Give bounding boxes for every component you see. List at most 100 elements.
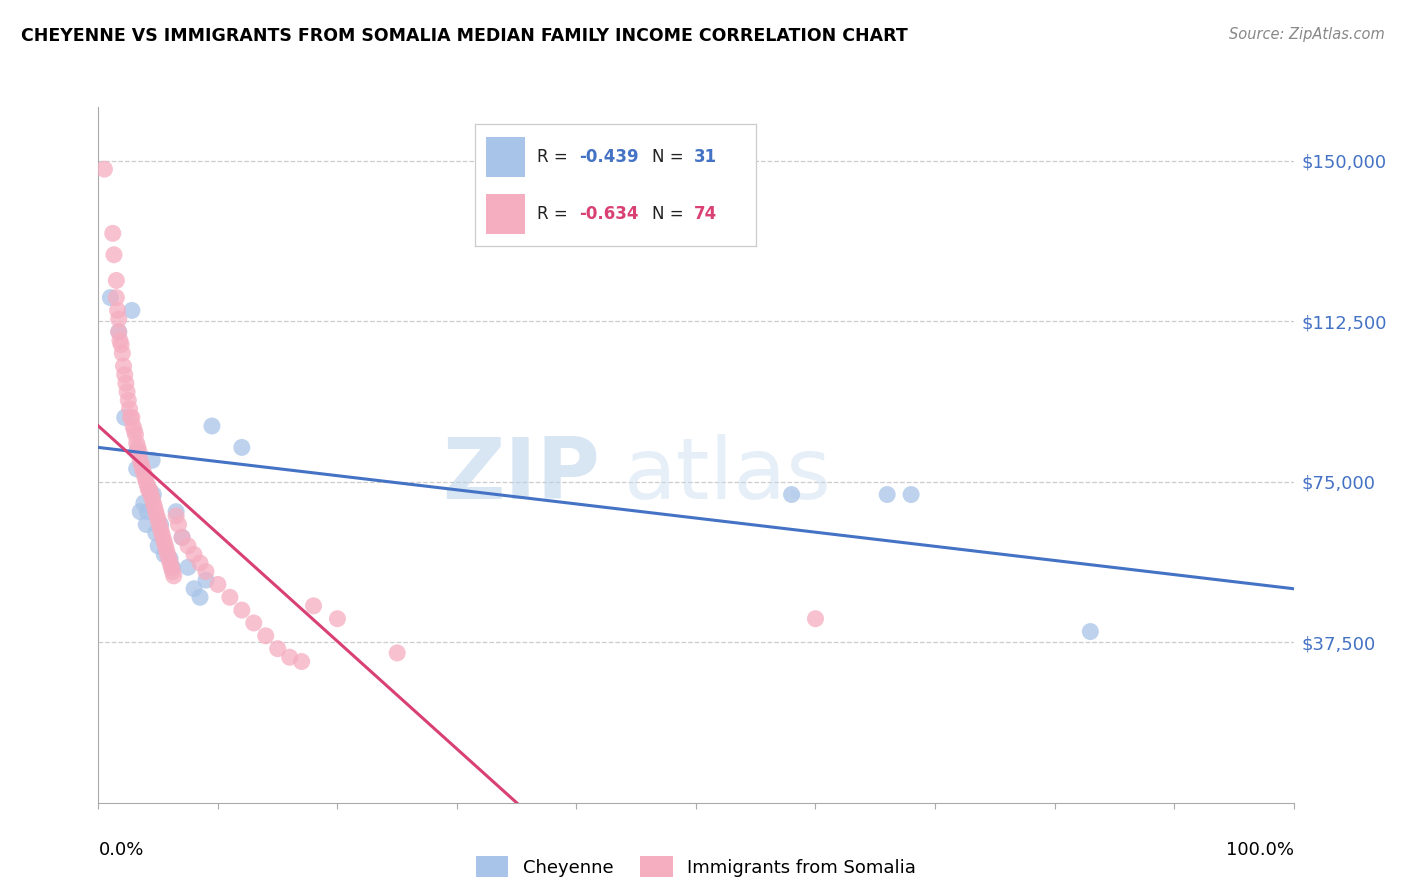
Point (156, 548, 179, 562)
Text: 100.0%: 100.0% (1226, 841, 1294, 859)
Point (177, 560, 200, 574)
Point (121, 303, 143, 318)
Point (145, 526, 167, 541)
Point (163, 569, 186, 583)
Point (155, 543, 177, 558)
Point (131, 462, 153, 476)
Point (162, 560, 184, 574)
Point (219, 591, 242, 605)
Point (207, 577, 229, 591)
Point (115, 384, 138, 399)
Point (267, 641, 290, 656)
Point (112, 359, 135, 373)
Point (188, 556, 211, 570)
Point (139, 483, 162, 498)
Point (150, 526, 173, 541)
Point (132, 466, 155, 480)
Point (165, 505, 187, 519)
Point (149, 522, 172, 536)
Point (188, 591, 211, 605)
Point (135, 517, 157, 532)
Point (110, 337, 132, 351)
Point (115, 376, 138, 391)
Point (876, 487, 898, 501)
Legend: Cheyenne, Immigrants from Somalia: Cheyenne, Immigrants from Somalia (468, 849, 924, 884)
Point (107, 303, 129, 318)
Text: CHEYENNE VS IMMIGRANTS FROM SOMALIA MEDIAN FAMILY INCOME CORRELATION CHART: CHEYENNE VS IMMIGRANTS FROM SOMALIA MEDI… (21, 27, 908, 45)
Point (139, 487, 162, 501)
Point (149, 517, 172, 532)
Point (136, 479, 159, 493)
Point (145, 505, 167, 519)
Point (135, 475, 157, 489)
Point (105, 291, 128, 305)
Point (152, 530, 174, 544)
Point (125, 462, 148, 476)
Text: atlas: atlas (624, 434, 832, 517)
Point (122, 419, 145, 434)
Point (278, 650, 301, 665)
Point (157, 551, 180, 566)
Point (148, 539, 170, 553)
Point (124, 427, 146, 442)
Point (231, 603, 253, 617)
Point (183, 582, 205, 596)
Point (108, 334, 131, 348)
Text: 0.0%: 0.0% (98, 841, 143, 859)
Point (160, 560, 183, 574)
Point (120, 410, 142, 425)
Point (118, 401, 141, 416)
Point (93, 162, 115, 177)
Point (129, 505, 152, 519)
Point (142, 487, 165, 501)
Point (159, 556, 181, 570)
Point (125, 444, 148, 458)
Point (103, 248, 125, 262)
Point (141, 453, 163, 467)
Point (143, 500, 166, 515)
Point (117, 393, 139, 408)
Point (107, 312, 129, 326)
Point (172, 530, 194, 544)
Point (125, 436, 148, 450)
Point (127, 441, 149, 455)
Point (177, 539, 200, 553)
Point (138, 483, 160, 498)
Point (254, 629, 277, 643)
Point (302, 599, 325, 613)
Point (132, 496, 155, 510)
Point (114, 368, 136, 382)
Point (291, 655, 314, 669)
Point (136, 505, 159, 519)
Point (162, 565, 184, 579)
Point (121, 410, 143, 425)
Point (159, 551, 181, 566)
Point (153, 548, 176, 562)
Point (780, 487, 803, 501)
Point (128, 444, 150, 458)
Point (124, 423, 146, 437)
Point (105, 273, 128, 287)
Point (326, 612, 349, 626)
Point (134, 470, 156, 484)
Text: ZIP: ZIP (443, 434, 600, 517)
Point (155, 539, 177, 553)
Point (243, 615, 266, 630)
Point (101, 227, 124, 241)
Point (153, 534, 176, 549)
Point (107, 325, 129, 339)
Point (900, 487, 922, 501)
Point (172, 530, 194, 544)
Point (201, 419, 224, 434)
Point (167, 517, 190, 532)
Point (1080, 624, 1102, 639)
Text: Source: ZipAtlas.com: Source: ZipAtlas.com (1229, 27, 1385, 42)
Point (148, 517, 170, 532)
Point (111, 346, 134, 360)
Point (107, 325, 129, 339)
Point (114, 410, 136, 425)
Point (194, 565, 218, 579)
Point (148, 513, 170, 527)
Point (231, 441, 253, 455)
Point (129, 453, 152, 467)
